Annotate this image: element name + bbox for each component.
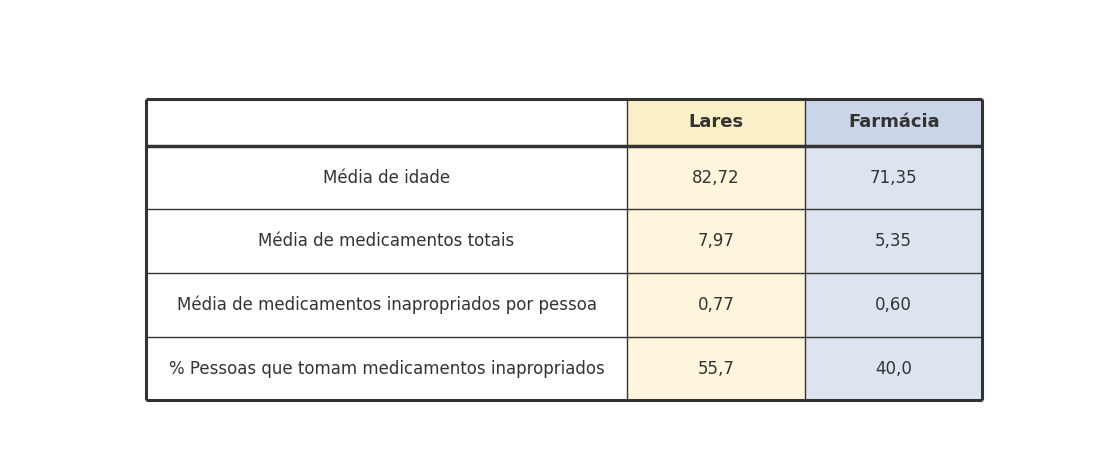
Bar xyxy=(626,209,805,273)
Text: 82,72: 82,72 xyxy=(693,169,740,186)
Bar xyxy=(626,146,805,209)
Text: 40,0: 40,0 xyxy=(875,360,912,377)
Text: 7,97: 7,97 xyxy=(698,232,734,250)
Bar xyxy=(146,209,626,273)
Text: 71,35: 71,35 xyxy=(870,169,917,186)
Text: 0,60: 0,60 xyxy=(875,296,912,314)
Bar xyxy=(805,273,982,337)
Bar xyxy=(146,99,626,146)
Text: 55,7: 55,7 xyxy=(698,360,734,377)
Bar xyxy=(146,146,626,209)
Bar xyxy=(146,337,626,400)
Text: 5,35: 5,35 xyxy=(875,232,913,250)
Text: 0,77: 0,77 xyxy=(698,296,734,314)
Bar xyxy=(626,99,805,146)
Bar xyxy=(805,337,982,400)
Text: Média de medicamentos inapropriados por pessoa: Média de medicamentos inapropriados por … xyxy=(176,295,597,314)
Text: Farmácia: Farmácia xyxy=(848,113,939,131)
Bar xyxy=(805,146,982,209)
Text: % Pessoas que tomam medicamentos inapropriados: % Pessoas que tomam medicamentos inaprop… xyxy=(168,360,604,377)
Text: Lares: Lares xyxy=(688,113,743,131)
Bar xyxy=(146,273,626,337)
Text: Média de idade: Média de idade xyxy=(323,169,450,186)
Bar xyxy=(626,337,805,400)
Bar xyxy=(805,99,982,146)
Bar xyxy=(805,209,982,273)
Bar xyxy=(626,273,805,337)
Text: Média de medicamentos totais: Média de medicamentos totais xyxy=(259,232,514,250)
